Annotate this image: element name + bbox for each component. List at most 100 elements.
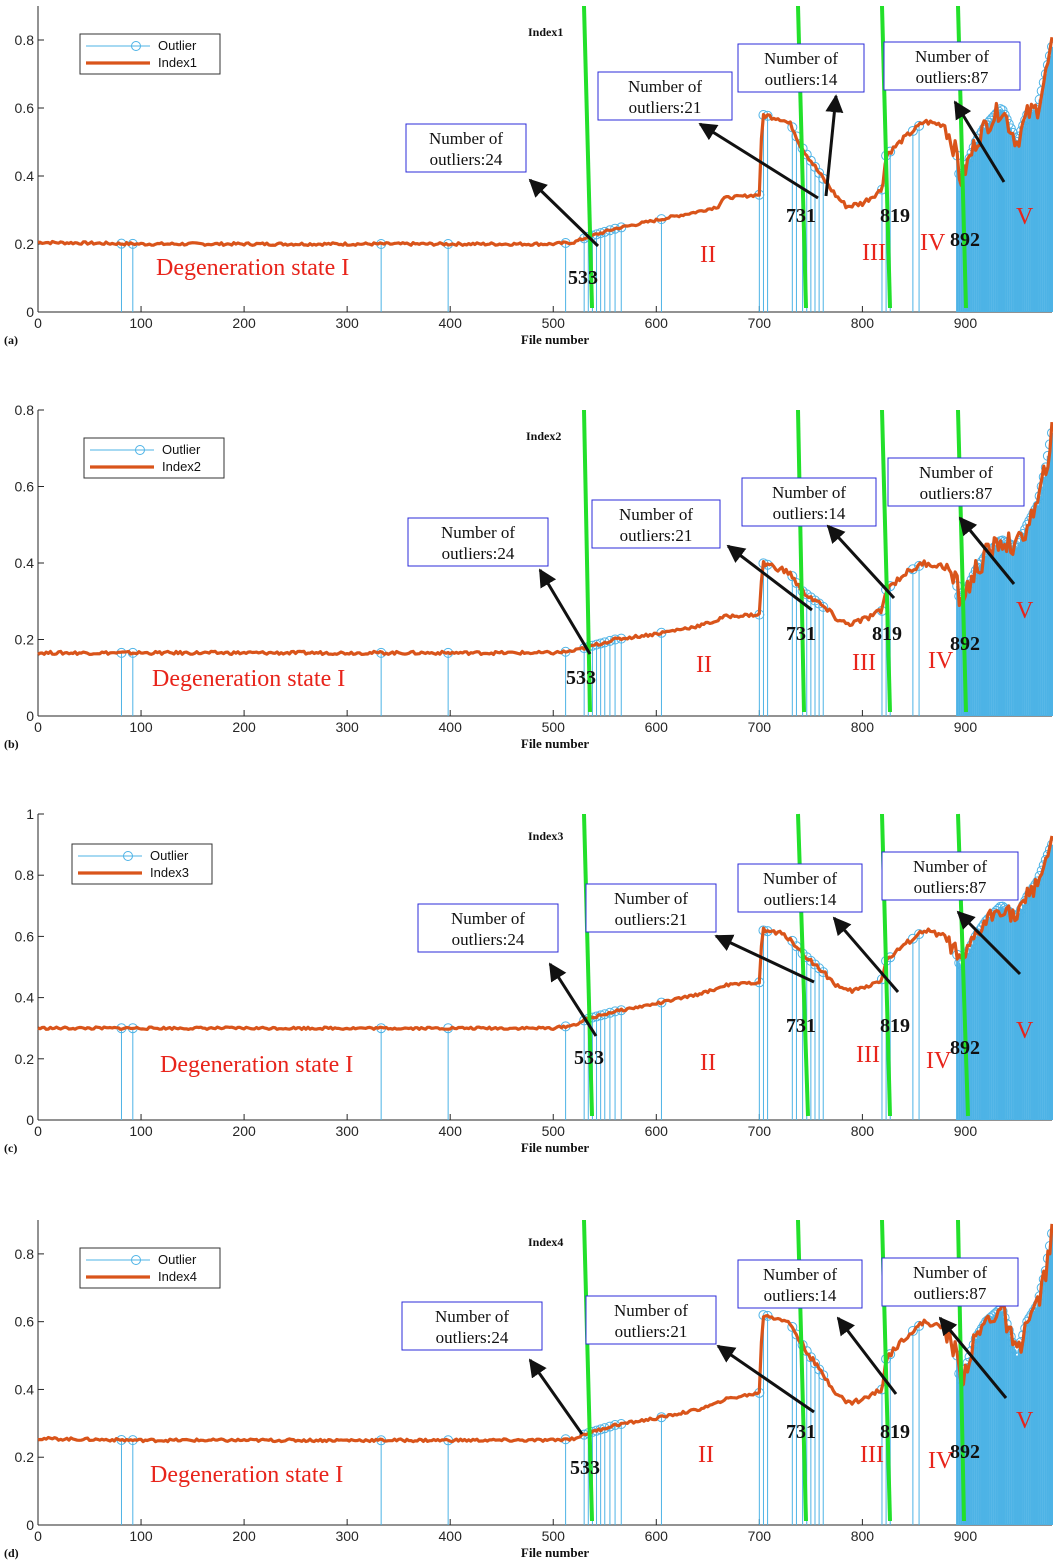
change-point-label: 892 [950,1441,980,1463]
x-tick-label: 900 [954,719,978,735]
legend-outlier-marker [135,445,145,455]
annotation-box [881,1257,1019,1307]
x-tick-label: 200 [232,719,256,735]
change-point-line [880,5,892,309]
x-tick-label: 400 [439,1123,463,1139]
panel-label: (d) [4,1546,19,1560]
y-tick-label: 0 [26,708,34,724]
annotation-arrow [953,100,1006,183]
annotation-line1: Number of [451,909,525,928]
change-point-label: 533 [568,267,598,289]
annotation-arrow [698,122,819,200]
index-line [37,36,1053,247]
legend-entry-index: Index4 [158,1269,197,1284]
x-tick-label: 200 [232,315,256,331]
legend-entry-outlier: Outlier [162,442,201,457]
x-tick-label: 300 [335,1123,359,1139]
legend-entry-index: Index1 [158,55,197,70]
chart-panel-2: 0 0.2 0.4 0.6 0.8 0 100 200 300 400 500 600 700 800 90… [4,402,1053,751]
annotation-4: Number of outliers:87 [883,41,1021,91]
stage-label: II [700,242,716,268]
annotation-4: Number of outliers:87 [887,457,1025,507]
annotation-line2: outliers:87 [916,68,989,87]
outlier-marker [787,1321,798,1332]
index-line [37,421,1053,656]
y-tick-label: 0 [26,1112,34,1128]
annotation-line1: Number of [763,869,837,888]
change-point-label: 819 [880,1015,910,1037]
annotation-line1: Number of [435,1307,509,1326]
change-point-line [582,5,594,309]
legend-entry-outlier: Outlier [158,1252,197,1267]
annotation-box [881,851,1019,901]
x-tick-label: 300 [335,1528,359,1544]
degeneration-label: Degeneration state I [150,1462,343,1488]
outlier-marker [818,967,829,978]
stage-label: II [698,1442,714,1468]
y-tick-label: 0.6 [15,928,35,944]
annotation-line1: Number of [913,857,987,876]
y-tick-label: 0.8 [15,867,35,883]
x-tick-label: 900 [954,1123,978,1139]
x-tick-label: 300 [335,719,359,735]
annotation-arrow [938,1316,1008,1399]
outlier-marker [907,125,918,136]
legend-box [83,437,225,479]
x-tick-label: 800 [851,719,875,735]
y-tick-label: 0 [26,1517,34,1533]
legend-box [79,1247,221,1289]
x-tick-label: 700 [748,315,772,331]
change-point-label: 533 [570,1457,600,1479]
legend-entry-index: Index3 [150,865,189,880]
annotation-3: Number of outliers:14 [737,1259,863,1309]
annotation-arrow [714,934,815,984]
annotation-line2: outliers:21 [615,1322,688,1341]
y-tick-label: 0 [26,304,34,320]
annotation-line1: Number of [441,523,515,542]
change-point-label: 892 [950,1037,980,1059]
annotation-line1: Number of [915,47,989,66]
annotation-3: Number of outliers:14 [741,477,877,527]
annotation-box [737,43,865,93]
annotation-1: Number of outliers:24 [401,1301,543,1351]
change-point-label: 892 [950,633,980,655]
x-tick-label: 400 [439,719,463,735]
annotation-line1: Number of [772,483,846,502]
change-point-label: 731 [786,1015,816,1037]
annotation-2: Number of outliers:21 [597,71,733,121]
index-label: Index2 [526,429,561,443]
annotation-arrow [958,516,1016,585]
x-tick-label: 600 [645,315,669,331]
legend: Outlier Index2 [83,437,225,479]
annotation-line2: outliers:24 [452,930,525,949]
annotation-line1: Number of [614,1301,688,1320]
annotation-1: Number of outliers:24 [407,517,549,567]
change-point-line [796,409,806,713]
x-tick-label: 600 [645,1123,669,1139]
annotation-line1: Number of [764,49,838,68]
change-point-line [582,813,594,1117]
legend: Outlier Index4 [79,1247,221,1289]
annotation-line2: outliers:24 [436,1328,509,1347]
stage-label: III [852,650,876,676]
annotation-arrow [824,94,844,197]
y-tick-label: 0.8 [15,1246,35,1262]
annotation-2: Number of outliers:21 [591,499,721,549]
annotation-box [401,1301,543,1351]
stage-label: IV [928,648,954,674]
x-tick-label: 700 [748,719,772,735]
annotation-box [585,1295,717,1345]
x-tick-label: 0 [34,315,42,331]
x-tick-label: 500 [542,1528,566,1544]
annotation-arrow [528,178,600,248]
annotation-line2: outliers:24 [430,150,503,169]
index-label: Index4 [528,1235,563,1249]
legend-box [79,33,221,75]
x-tick-label: 0 [34,1528,42,1544]
y-tick-label: 0.2 [15,1051,35,1067]
annotation-line1: Number of [913,1263,987,1282]
change-point-label: 819 [872,623,902,645]
x-tick-label: 500 [542,315,566,331]
legend-box [71,843,213,885]
annotation-line2: outliers:87 [920,484,993,503]
